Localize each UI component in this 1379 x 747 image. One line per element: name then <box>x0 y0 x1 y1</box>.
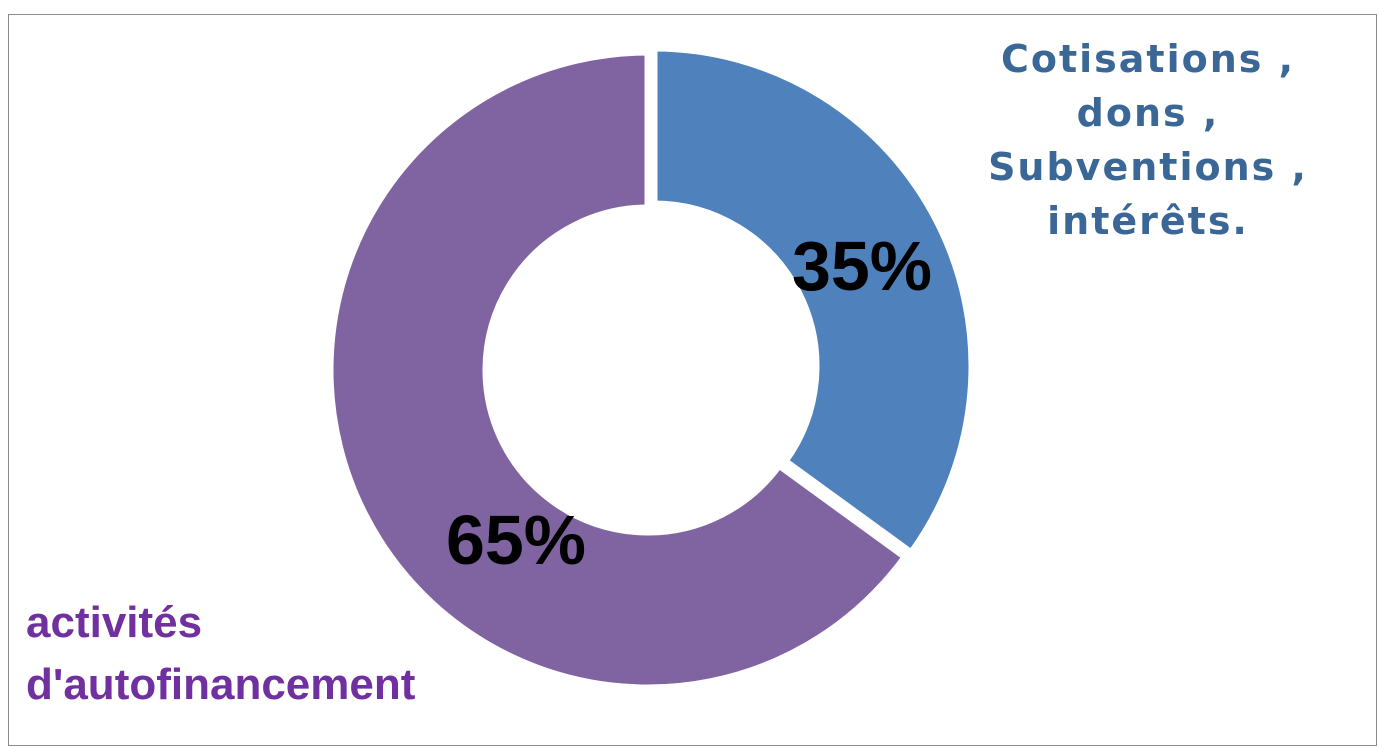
legend-line: Cotisations , <box>1000 37 1296 81</box>
slice-cotisations <box>650 44 976 558</box>
legend-line: dons , <box>1076 91 1220 135</box>
data-label-65: 65% <box>446 501 586 579</box>
legend-line: Subventions , <box>988 145 1308 189</box>
legend-label-cotisations: Cotisations , dons , Subventions , intér… <box>938 32 1358 248</box>
legend-line: activités <box>26 598 203 647</box>
slice-autofinancement <box>326 48 911 692</box>
data-label-35: 35% <box>792 227 932 305</box>
donut-slices <box>326 44 976 692</box>
legend-line: intérêts. <box>1047 199 1249 243</box>
legend-label-autofinancement: activités d'autofinancement <box>26 592 415 716</box>
legend-line: d'autofinancement <box>26 660 416 709</box>
donut-data-labels: 35% 65% <box>446 227 932 579</box>
